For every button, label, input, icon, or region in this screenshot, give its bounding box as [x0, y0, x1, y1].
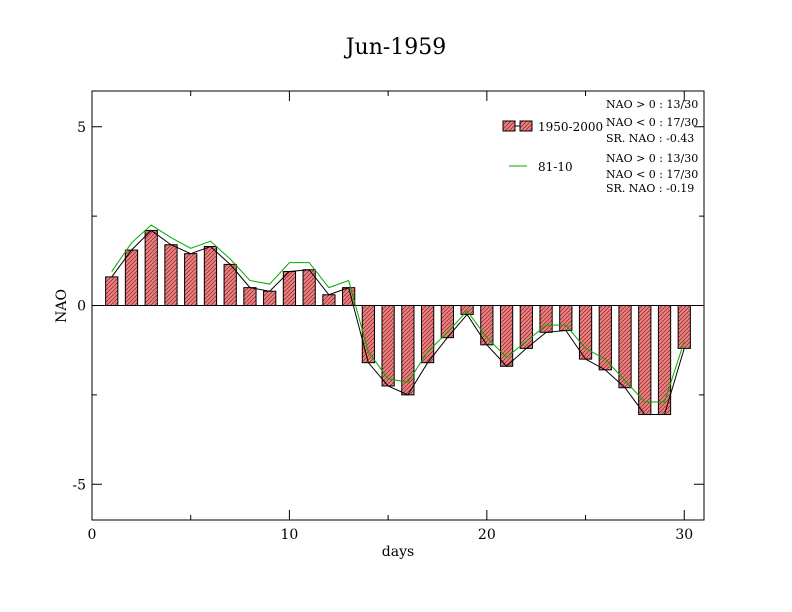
bar-day-29	[657, 305, 672, 416]
y-axis-label: NAO	[54, 289, 70, 323]
stats-bars-positive: NAO > 0 : 13/30	[606, 98, 698, 111]
bar-day-28	[638, 305, 652, 416]
bar-day-14	[361, 305, 376, 364]
bar-day-4	[164, 244, 178, 307]
y-tick-label: -5	[72, 477, 86, 493]
bar-day-26	[598, 305, 612, 371]
bar-day-17	[420, 305, 435, 364]
x-tick-label: 0	[88, 527, 97, 543]
bar-day-10	[282, 271, 297, 307]
x-axis-ticks: 0 10 20 30	[88, 91, 693, 543]
chart-title: Jun-1959	[344, 35, 447, 60]
bar-day-24	[559, 305, 573, 332]
bar-day-7	[223, 263, 237, 307]
bar-day-22	[519, 305, 533, 349]
bar-day-6	[203, 246, 218, 306]
bar-day-8	[243, 287, 257, 306]
legend: 1950-2000 81-10 NAO > 0 : 13/30 NAO < 0 …	[502, 98, 698, 195]
legend-swatch-bars-left	[502, 120, 516, 132]
x-tick-label: 10	[281, 527, 299, 543]
legend-label-bars: 1950-2000	[538, 120, 603, 134]
bar-series	[105, 229, 691, 416]
bar-day-5	[184, 253, 198, 307]
stats-bars-negative: NAO < 0 : 17/30	[606, 116, 698, 129]
bar-day-1	[105, 276, 119, 306]
y-tick-label: 5	[77, 120, 86, 136]
bar-day-3	[144, 229, 158, 306]
bar-day-12	[322, 294, 336, 306]
bar-day-9	[263, 290, 277, 307]
bar-series-outline	[111, 229, 685, 416]
stats-line-positive: NAO > 0 : 13/30	[606, 152, 698, 165]
x-tick-label: 20	[478, 527, 496, 543]
legend-swatch-bars-right	[519, 120, 533, 132]
stats-bars-sr: SR. NAO : -0.43	[606, 132, 694, 145]
legend-label-line: 81-10	[538, 160, 573, 174]
line-series-81-10	[111, 224, 685, 403]
stats-line-sr: SR. NAO : -0.19	[606, 182, 694, 195]
y-axis-ticks: -5 0 5	[72, 120, 704, 493]
x-axis-label: days	[382, 544, 414, 560]
bar-day-19	[460, 305, 474, 315]
stats-line-negative: NAO < 0 : 17/30	[606, 168, 698, 181]
x-tick-label: 30	[675, 527, 693, 543]
bar-day-15	[381, 305, 395, 387]
bar-day-2	[124, 249, 139, 306]
y-tick-label: 0	[77, 299, 86, 315]
